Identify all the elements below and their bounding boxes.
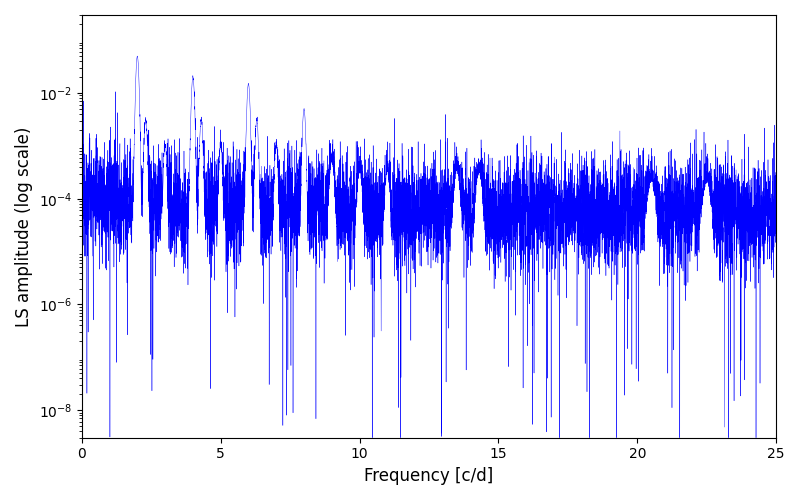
Y-axis label: LS amplitude (log scale): LS amplitude (log scale) [15, 126, 33, 326]
X-axis label: Frequency [c/d]: Frequency [c/d] [364, 467, 494, 485]
